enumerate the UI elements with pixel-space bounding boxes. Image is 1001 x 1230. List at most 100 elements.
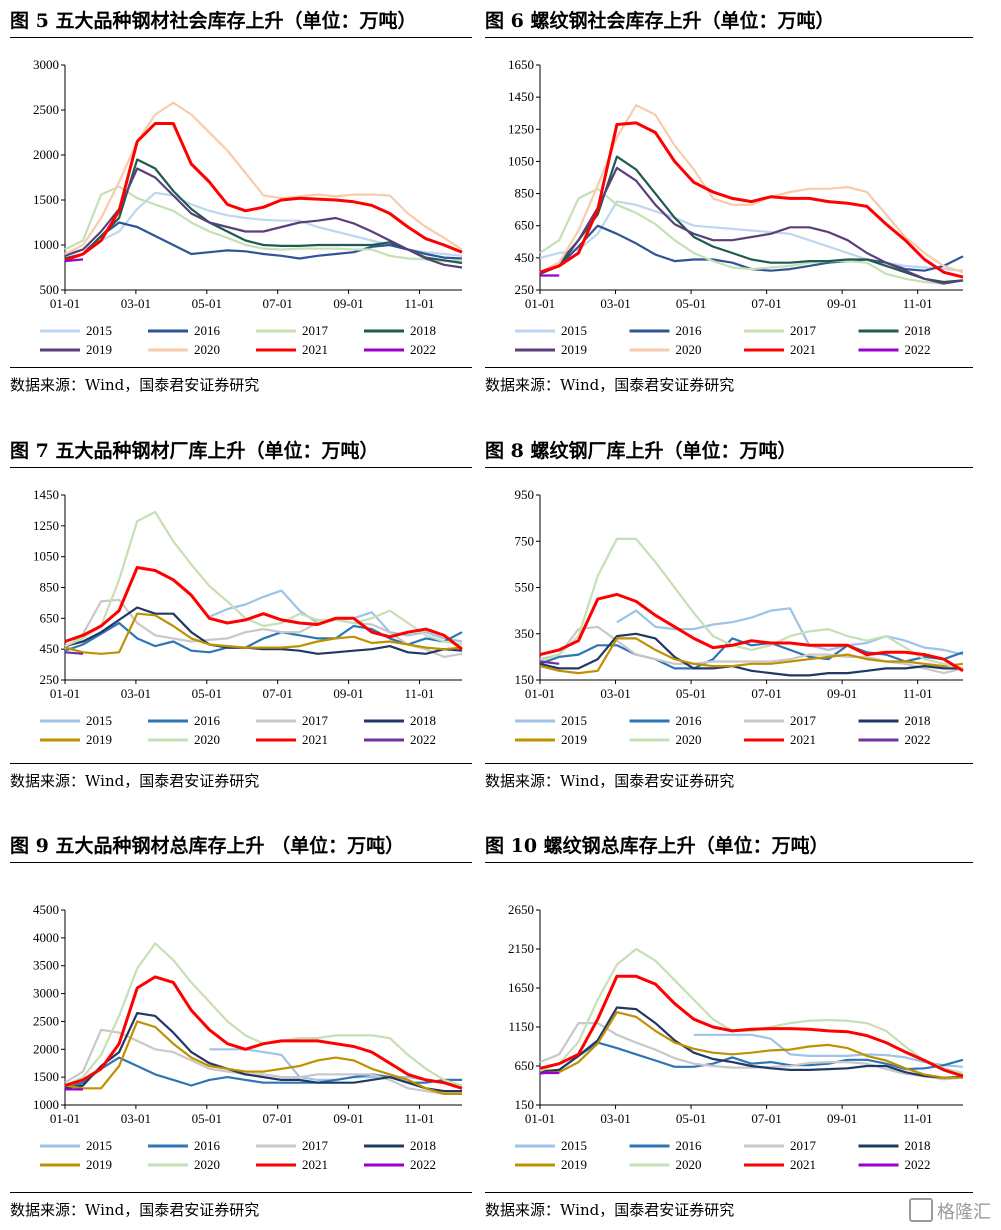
chart-panel-4: 图 8 螺纹钢厂库上升（单位：万吨） 150 350 550 750 950 01-01 0… [485, 435, 973, 800]
series-line-2020 [64, 942, 463, 1087]
line-chart: 250 450 650 850 1050 1250 1450 1650 01-01 03-01 05… [508, 57, 964, 357]
legend-label-2017: 2017 [790, 1138, 817, 1153]
series-line-2018 [64, 606, 463, 655]
series-line-2015 [693, 1033, 964, 1068]
x-tick-label: 09-01 [333, 1111, 363, 1126]
x-tick-label: 11-01 [903, 1111, 933, 1126]
watermark: 格隆汇 [909, 1198, 991, 1224]
legend-label-2018: 2018 [905, 1138, 931, 1153]
x-tick-label: 07-01 [751, 686, 781, 701]
series-line-2020 [539, 537, 964, 670]
series-line-2022 [64, 258, 84, 263]
legend-label-2016: 2016 [676, 323, 703, 338]
series-line-2019 [539, 166, 964, 285]
legend-label-2022: 2022 [905, 732, 931, 747]
x-tick-label: 07-01 [751, 296, 781, 311]
chart-panel-6: 图 10 螺纹钢总库存上升（单位：万吨） 150 650 1150 1650 2150 2… [485, 830, 973, 1222]
series-line-2021 [64, 122, 463, 262]
series-line-2020 [64, 101, 463, 255]
series-line-2022 [64, 651, 84, 655]
y-tick-label: 1650 [508, 57, 534, 72]
line-chart: 150 350 550 750 950 01-01 03-01 05-01 07-01 09-01… [515, 487, 964, 747]
legend-label-2016: 2016 [194, 323, 221, 338]
y-tick-label: 1450 [33, 487, 59, 502]
series-line-2016 [539, 1041, 964, 1075]
series-line-2017 [64, 185, 463, 263]
legend-label-2015: 2015 [86, 323, 112, 338]
line-chart: 250 450 650 850 1050 1250 1450 01-01 03-01 05-01 0… [33, 487, 463, 747]
y-tick-label: 350 [515, 626, 535, 641]
x-tick-label: 05-01 [676, 296, 706, 311]
series-line-2019 [539, 1011, 963, 1079]
x-tick-label: 01-01 [525, 686, 555, 701]
chart-panel-2: 图 6 螺纹钢社会库存上升（单位：万吨） 250 450 650 850 1050 125… [485, 5, 973, 400]
series-line-2019 [64, 1020, 462, 1095]
y-tick-label: 2150 [508, 941, 534, 956]
source-note: 数据来源：Wind，国泰君安证券研究 [485, 763, 973, 791]
legend-label-2021: 2021 [302, 342, 328, 357]
source-note: 数据来源：Wind，国泰君安证券研究 [10, 367, 472, 395]
legend-label-2021: 2021 [790, 1157, 816, 1172]
y-tick-label: 2500 [33, 1013, 59, 1028]
x-tick-label: 07-01 [751, 1111, 781, 1126]
y-tick-label: 650 [515, 1058, 535, 1073]
legend-label-2016: 2016 [194, 713, 221, 728]
series-line-2020 [539, 947, 964, 1075]
y-tick-label: 950 [515, 487, 535, 502]
legend-label-2015: 2015 [561, 323, 587, 338]
chart-title: 图 6 螺纹钢社会库存上升（单位：万吨） [485, 5, 973, 38]
x-tick-label: 07-01 [263, 686, 293, 701]
legend-label-2019: 2019 [86, 342, 112, 357]
legend-label-2019: 2019 [561, 1157, 587, 1172]
x-tick-label: 01-01 [50, 1111, 80, 1126]
legend-label-2020: 2020 [194, 1157, 220, 1172]
line-chart: 1000 1500 2000 2500 3000 3500 4000 4500 01-01 03-… [33, 902, 463, 1172]
source-note: 数据来源：Wind，国泰君安证券研究 [10, 1192, 472, 1220]
y-tick-label: 2500 [33, 102, 59, 117]
x-tick-label: 03-01 [600, 296, 630, 311]
series-line-2021 [539, 592, 964, 673]
legend-label-2022: 2022 [905, 1157, 931, 1172]
series-line-2019 [539, 637, 964, 675]
y-tick-label: 650 [515, 218, 535, 233]
x-tick-label: 05-01 [192, 1111, 222, 1126]
legend-label-2022: 2022 [905, 342, 931, 357]
y-tick-label: 450 [515, 250, 535, 265]
x-tick-label: 09-01 [827, 1111, 857, 1126]
y-tick-label: 250 [515, 282, 535, 297]
series-line-2020 [64, 510, 463, 648]
source-note: 数据来源：Wind，国泰君安证券研究 [10, 763, 472, 791]
legend-label-2015: 2015 [561, 713, 587, 728]
legend-label-2018: 2018 [410, 713, 436, 728]
legend-label-2016: 2016 [676, 713, 703, 728]
x-tick-label: 01-01 [525, 296, 555, 311]
x-tick-label: 11-01 [405, 296, 435, 311]
legend-label-2019: 2019 [86, 1157, 112, 1172]
legend-label-2018: 2018 [410, 1138, 436, 1153]
series-line-2015 [616, 607, 964, 656]
y-tick-label: 150 [515, 1097, 535, 1112]
y-tick-label: 3000 [33, 986, 59, 1001]
x-tick-label: 05-01 [192, 686, 222, 701]
legend-label-2018: 2018 [410, 323, 436, 338]
y-tick-label: 1050 [33, 549, 59, 564]
legend-label-2017: 2017 [790, 713, 817, 728]
legend-label-2018: 2018 [905, 713, 931, 728]
legend-label-2021: 2021 [302, 732, 328, 747]
watermark-logo-icon [909, 1198, 933, 1222]
legend-label-2017: 2017 [302, 1138, 329, 1153]
legend-label-2017: 2017 [302, 323, 329, 338]
x-tick-label: 03-01 [121, 686, 151, 701]
y-tick-label: 150 [515, 672, 535, 687]
line-chart: 500 1000 1500 2000 2500 3000 01-01 03-01 05-01 07… [33, 57, 463, 357]
x-tick-label: 09-01 [333, 686, 363, 701]
series-line-2022 [539, 660, 560, 665]
x-tick-label: 11-01 [405, 686, 435, 701]
watermark-text: 格隆汇 [937, 1202, 991, 1223]
legend-label-2018: 2018 [905, 323, 931, 338]
source-note: 数据来源：Wind，国泰君安证券研究 [485, 367, 973, 395]
x-tick-label: 03-01 [121, 296, 151, 311]
x-tick-label: 01-01 [50, 296, 80, 311]
source-note: 数据来源：Wind，国泰君安证券研究 [485, 1192, 973, 1220]
y-tick-label: 1500 [33, 192, 59, 207]
